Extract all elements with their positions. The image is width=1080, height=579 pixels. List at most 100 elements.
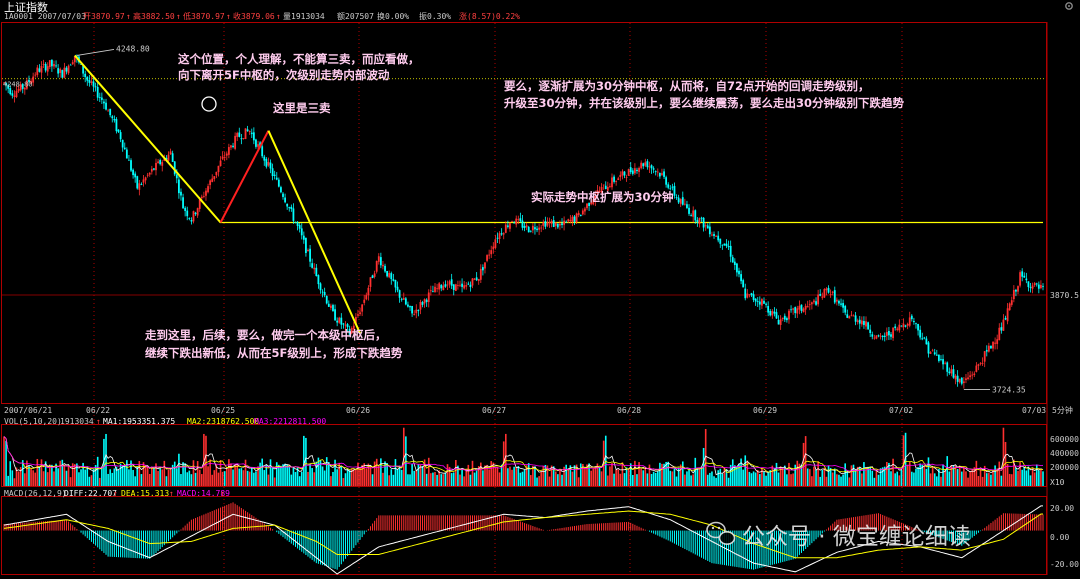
candle xyxy=(942,354,944,370)
candle xyxy=(783,313,786,323)
volume-bar xyxy=(313,472,316,486)
candle xyxy=(82,65,85,77)
volume-bar xyxy=(369,466,372,486)
volume-bar xyxy=(761,468,763,486)
candle xyxy=(96,81,99,101)
period-label[interactable]: 5分钟 xyxy=(1052,405,1073,415)
candle xyxy=(550,218,553,228)
candle xyxy=(236,131,239,142)
candle xyxy=(153,167,155,171)
candle xyxy=(673,182,676,199)
candle xyxy=(904,324,907,328)
candle xyxy=(1037,281,1040,294)
candle xyxy=(856,318,859,325)
candle xyxy=(665,175,668,188)
volume-bar xyxy=(269,459,272,486)
candle xyxy=(50,59,53,72)
gear-icon[interactable] xyxy=(1065,2,1073,10)
volume-bar xyxy=(294,472,297,486)
candle xyxy=(144,176,147,185)
candle xyxy=(136,175,139,190)
candle xyxy=(800,304,803,314)
volume-bar xyxy=(996,468,998,486)
candle xyxy=(788,309,790,324)
volume-bar xyxy=(517,466,520,486)
candle xyxy=(1021,268,1024,282)
volume-bar xyxy=(315,461,318,486)
volume-bar xyxy=(671,471,674,486)
candle xyxy=(432,285,434,293)
candle xyxy=(319,282,322,294)
volume-bar xyxy=(107,473,109,486)
candle xyxy=(19,81,22,92)
candle xyxy=(538,223,541,236)
date-label-6: 06/29 xyxy=(753,406,777,415)
candle xyxy=(98,92,101,103)
info-turnover: 换0.00% xyxy=(377,11,409,21)
volume-bar xyxy=(309,463,311,486)
candle xyxy=(194,211,197,216)
candle xyxy=(987,342,990,353)
candle xyxy=(883,332,886,342)
candle xyxy=(479,264,482,284)
candle xyxy=(715,234,718,238)
candle xyxy=(369,277,372,292)
volume-bar xyxy=(290,474,293,486)
candle xyxy=(384,263,386,273)
volume-bar xyxy=(567,468,570,486)
candle xyxy=(919,325,922,340)
candle xyxy=(117,129,120,133)
candle xyxy=(633,163,636,176)
candle xyxy=(26,77,28,91)
candle xyxy=(600,183,603,194)
volume-bar xyxy=(438,470,440,486)
volume-bar xyxy=(117,469,120,486)
volume-bar xyxy=(898,475,901,486)
candle xyxy=(1023,272,1026,278)
candle xyxy=(421,300,424,308)
volume-bar xyxy=(153,468,155,486)
volume-bar xyxy=(619,473,622,486)
candle xyxy=(109,108,112,118)
candle xyxy=(971,371,974,380)
candle xyxy=(617,176,620,181)
volume-bar xyxy=(946,456,949,486)
volume-bar xyxy=(321,466,324,486)
candle xyxy=(13,90,16,103)
volume-bar xyxy=(519,472,522,486)
candle xyxy=(334,304,336,321)
volume-bar xyxy=(988,472,990,486)
candle xyxy=(519,212,522,223)
candle xyxy=(592,198,595,206)
volume-bar xyxy=(883,466,886,486)
candle xyxy=(1000,322,1003,334)
volume-bar xyxy=(667,461,670,486)
candle xyxy=(940,355,942,362)
candle xyxy=(90,76,93,86)
volume-bar xyxy=(63,465,66,486)
annotation-4: 实际走势中枢扩展为30分钟 xyxy=(531,190,674,204)
volume-bar xyxy=(65,470,68,486)
volume-bar xyxy=(836,474,838,486)
candle xyxy=(40,61,43,79)
volume-bar xyxy=(638,462,640,486)
volume-bar xyxy=(661,463,663,486)
volume-bar xyxy=(442,474,445,486)
info-open: 开3870.97 xyxy=(83,12,125,21)
candle xyxy=(511,220,513,223)
volume-bar xyxy=(388,475,391,486)
candle xyxy=(273,170,276,180)
volume-bar xyxy=(492,462,495,486)
candle xyxy=(844,304,847,316)
candle xyxy=(67,64,70,75)
volume-bar xyxy=(856,466,859,486)
candle xyxy=(94,82,97,92)
volume-bar xyxy=(602,440,605,486)
candle xyxy=(1040,280,1042,290)
candle xyxy=(669,185,672,191)
candle xyxy=(752,290,755,303)
volume-bar xyxy=(223,471,226,486)
volume-bar xyxy=(561,474,563,486)
volume-bar xyxy=(167,469,170,486)
